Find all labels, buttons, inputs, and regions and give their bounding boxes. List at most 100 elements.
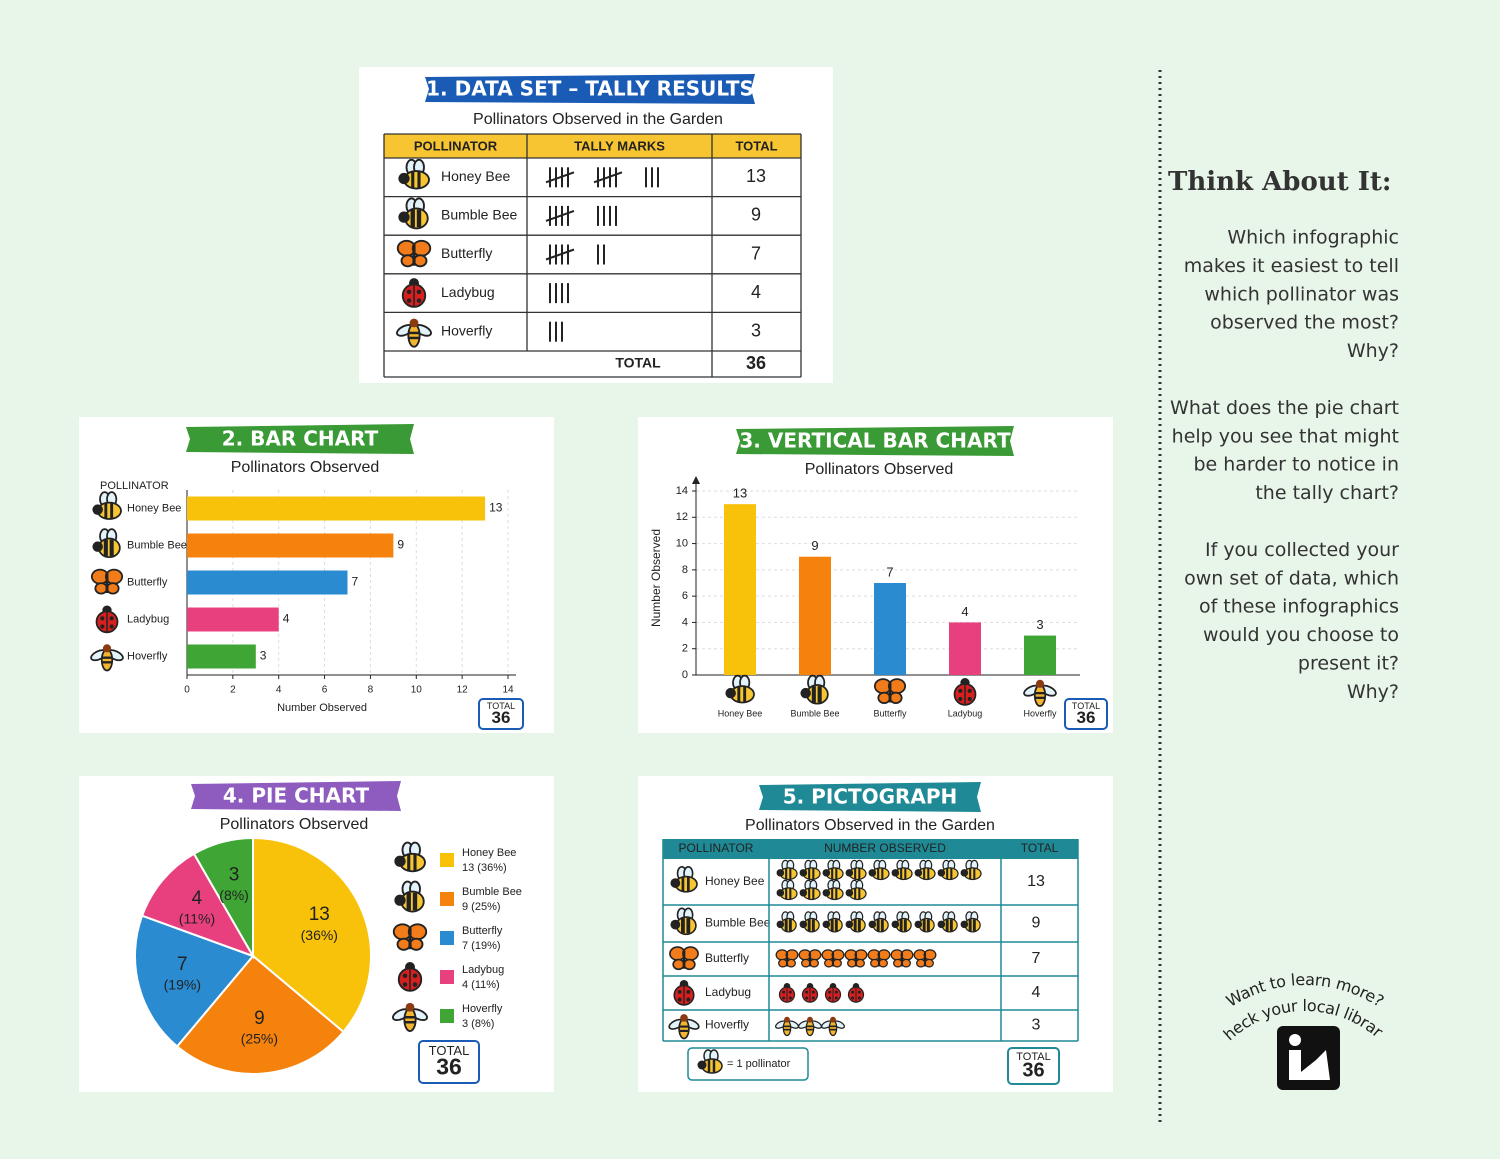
icon-part [868, 920, 877, 929]
panel-title: 1. DATA SET – TALLY RESULTS [426, 77, 754, 101]
slice-percent: (19%) [164, 977, 201, 993]
icon-part [801, 958, 811, 968]
row-name: Ladybug [705, 985, 751, 999]
insect-icon [890, 949, 914, 968]
insect-icon [822, 879, 844, 901]
legend-swatch [440, 1009, 454, 1023]
insect-icon [913, 949, 937, 968]
icon-part [811, 990, 815, 994]
question-line: present it? [1298, 653, 1399, 675]
category-label: Hoverfly [127, 650, 168, 662]
icon-part [822, 869, 831, 877]
insect-icon [778, 983, 796, 1003]
insect-icon [394, 880, 425, 913]
row-name: Bumble Bee [705, 916, 771, 930]
insect-icon [776, 859, 798, 881]
icon-part [937, 869, 946, 877]
icon-part [788, 990, 792, 994]
icon-part [409, 937, 424, 951]
slice-value: 13 [309, 904, 330, 925]
value-label: 7 [886, 564, 893, 579]
tally-marks [545, 205, 617, 226]
icon-part [914, 920, 923, 929]
icon-part [680, 1014, 688, 1022]
insect-icon [669, 946, 699, 971]
insect-icon [822, 911, 843, 933]
question-line: makes it easiest to tell [1184, 255, 1399, 277]
legend-value: 7 (19%) [462, 940, 501, 952]
insect-icon [396, 318, 432, 348]
insect-icon [776, 879, 798, 901]
value-label: 4 [283, 612, 290, 626]
icon-part [677, 989, 682, 994]
icon-part [960, 869, 969, 877]
category-label: Hoverfly [1023, 708, 1057, 718]
icon-part [851, 996, 855, 1000]
y-axis-label: Number Observed [649, 529, 663, 627]
icon-part [782, 990, 786, 994]
pictograph-icons [775, 949, 937, 968]
y-tick-label: 4 [682, 616, 688, 628]
insect-icon [775, 1016, 799, 1037]
y-tick-label: 14 [676, 485, 688, 497]
subtitle: Pollinators Observed in the Garden [473, 111, 723, 128]
panel [638, 776, 1113, 1092]
insect-icon [914, 859, 936, 881]
insect-icon [800, 674, 829, 705]
icon-part [828, 996, 832, 1000]
subtitle: Pollinators Observed [805, 461, 954, 478]
insect-icon [1023, 679, 1057, 707]
icon-part [799, 869, 808, 877]
legend-value: 4 (11%) [462, 979, 500, 991]
icon-part [686, 989, 691, 994]
total-label: TOTAL [1016, 1051, 1050, 1063]
insect-icon [821, 1016, 845, 1037]
insect-icon [801, 983, 819, 1003]
title-banner [425, 74, 755, 104]
icon-part [784, 1016, 790, 1023]
icon-part [958, 688, 963, 693]
panel-title: 3. VERTICAL BAR CHART [739, 429, 1011, 453]
total-box [478, 698, 524, 730]
insect-icon [845, 879, 867, 901]
icon-part [109, 616, 114, 621]
icon-part [1035, 679, 1045, 688]
icon-part [799, 889, 808, 897]
insect-icon [891, 911, 912, 933]
question-line: the tally chart? [1255, 482, 1399, 504]
x-tick-label: 14 [502, 685, 514, 696]
y-tick-label: 0 [682, 669, 688, 681]
insect-icon [398, 197, 429, 230]
insect-icon [844, 949, 868, 968]
icon-part [889, 691, 903, 704]
icon-part [834, 990, 838, 994]
icon-part [394, 894, 406, 906]
icon-part [788, 996, 792, 1000]
icon-part [916, 958, 926, 968]
insect-icon [394, 841, 426, 873]
y-tick-label: 12 [676, 511, 688, 523]
icon-part [92, 504, 103, 515]
question-line: Which infographic [1227, 227, 1399, 249]
question-line: If you collected your [1205, 539, 1399, 561]
pie-slice [140, 852, 256, 958]
pictograph-icons [778, 983, 865, 1003]
insect-icon [392, 923, 428, 951]
icon-part [405, 1002, 415, 1012]
icon-part [106, 582, 120, 595]
pie-slice [175, 954, 345, 1075]
insect-icon [725, 674, 755, 704]
tally-stroke [545, 248, 575, 261]
icon-part [402, 973, 408, 978]
question-line: which pollinator was [1204, 283, 1399, 305]
bar [187, 607, 279, 632]
pie-slice [192, 836, 254, 960]
value-label: 4 [961, 604, 968, 619]
slice-value: 7 [177, 954, 188, 975]
icon-part [958, 696, 963, 702]
pictograph-icons [775, 1016, 845, 1037]
icon-part [822, 920, 831, 929]
value-label: 3 [260, 649, 267, 663]
insect-icon [90, 568, 124, 595]
total-value: 36 [492, 708, 511, 727]
